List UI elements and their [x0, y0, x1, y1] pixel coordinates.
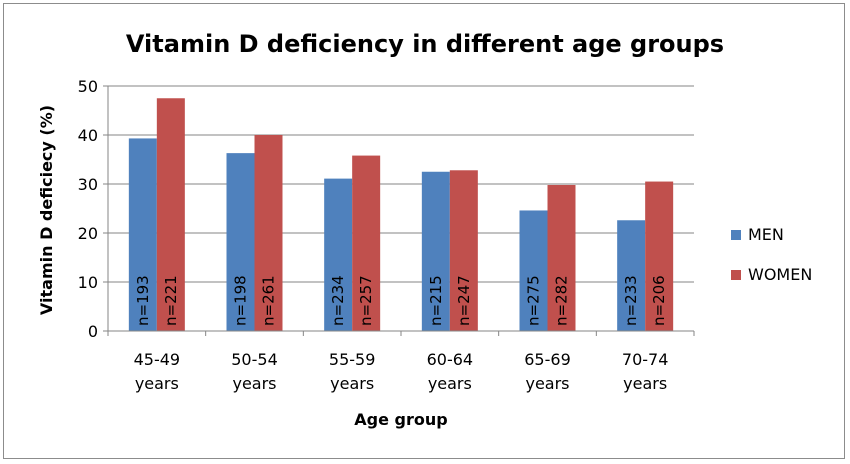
- y-tick-label: 40: [78, 126, 98, 145]
- bar-men: [324, 178, 353, 331]
- bar-data-label: n=198: [232, 275, 250, 326]
- legend-swatch-men: [731, 230, 741, 240]
- bar-women: [156, 98, 185, 331]
- x-tick-label: years: [330, 374, 374, 393]
- y-tick-label: 0: [88, 322, 98, 341]
- bar-women: [449, 170, 478, 331]
- bar-men: [128, 138, 157, 331]
- x-tick-label: years: [525, 374, 569, 393]
- bar-data-label: n=206: [650, 275, 668, 326]
- x-tick-label: 50-54: [231, 350, 278, 369]
- bar-data-label: n=257: [357, 275, 375, 326]
- y-tick-label: 20: [78, 224, 98, 243]
- bar-data-label: n=233: [622, 275, 640, 326]
- y-tick-label: 50: [78, 77, 98, 96]
- x-axis-title: Age group: [354, 410, 447, 429]
- bar-women: [547, 184, 576, 331]
- bar-data-label: n=221: [162, 275, 180, 326]
- y-tick-labels: 0 10 20 30 40 50: [78, 77, 108, 341]
- y-tick-label: 30: [78, 175, 98, 194]
- bars: [128, 98, 674, 331]
- bar-data-label: n=215: [427, 275, 445, 326]
- x-tick-label: years: [623, 374, 667, 393]
- x-tick-label: years: [232, 374, 276, 393]
- bar-data-label: n=247: [455, 275, 473, 326]
- bar-men: [421, 171, 450, 331]
- bar-men: [519, 210, 548, 331]
- legend-label-men: MEN: [748, 225, 784, 244]
- bar-data-label: n=282: [553, 275, 571, 326]
- x-tick-label: 65-69: [524, 350, 571, 369]
- legend-swatch-women: [731, 270, 741, 280]
- x-tick-label: 45-49: [134, 350, 181, 369]
- y-tick-label: 10: [78, 273, 98, 292]
- chart-title: Vitamin D deficiency in different age gr…: [126, 30, 724, 58]
- bar-men: [226, 153, 255, 331]
- x-tick-label: 70-74: [622, 350, 669, 369]
- bar-data-label: n=275: [525, 275, 543, 326]
- bar-women: [645, 181, 674, 331]
- bar-women: [352, 155, 381, 331]
- gridlines: [108, 85, 694, 283]
- bar-data-label: n=193: [134, 275, 152, 326]
- legend-label-women: WOMEN: [748, 265, 812, 284]
- x-tick-label: 55-59: [329, 350, 376, 369]
- bar-women: [254, 135, 283, 331]
- legend: MEN WOMEN: [731, 225, 812, 284]
- y-axis-title: Vitamin D deficiecy (%): [37, 105, 56, 315]
- bar-labels: n=193 n=221 n=198 n=261 n=234 n=257 n=215 n=247…: [134, 275, 668, 326]
- bar-data-label: n=234: [329, 275, 347, 326]
- x-tick-label: 60-64: [427, 350, 474, 369]
- x-tick-label: years: [135, 374, 179, 393]
- x-tick-label: years: [428, 374, 472, 393]
- x-tick-labels: 45-49 years 50-54 years 55-59 years 60-64 years…: [107, 331, 695, 393]
- bar-data-label: n=261: [260, 275, 278, 326]
- bar-men: [617, 220, 646, 331]
